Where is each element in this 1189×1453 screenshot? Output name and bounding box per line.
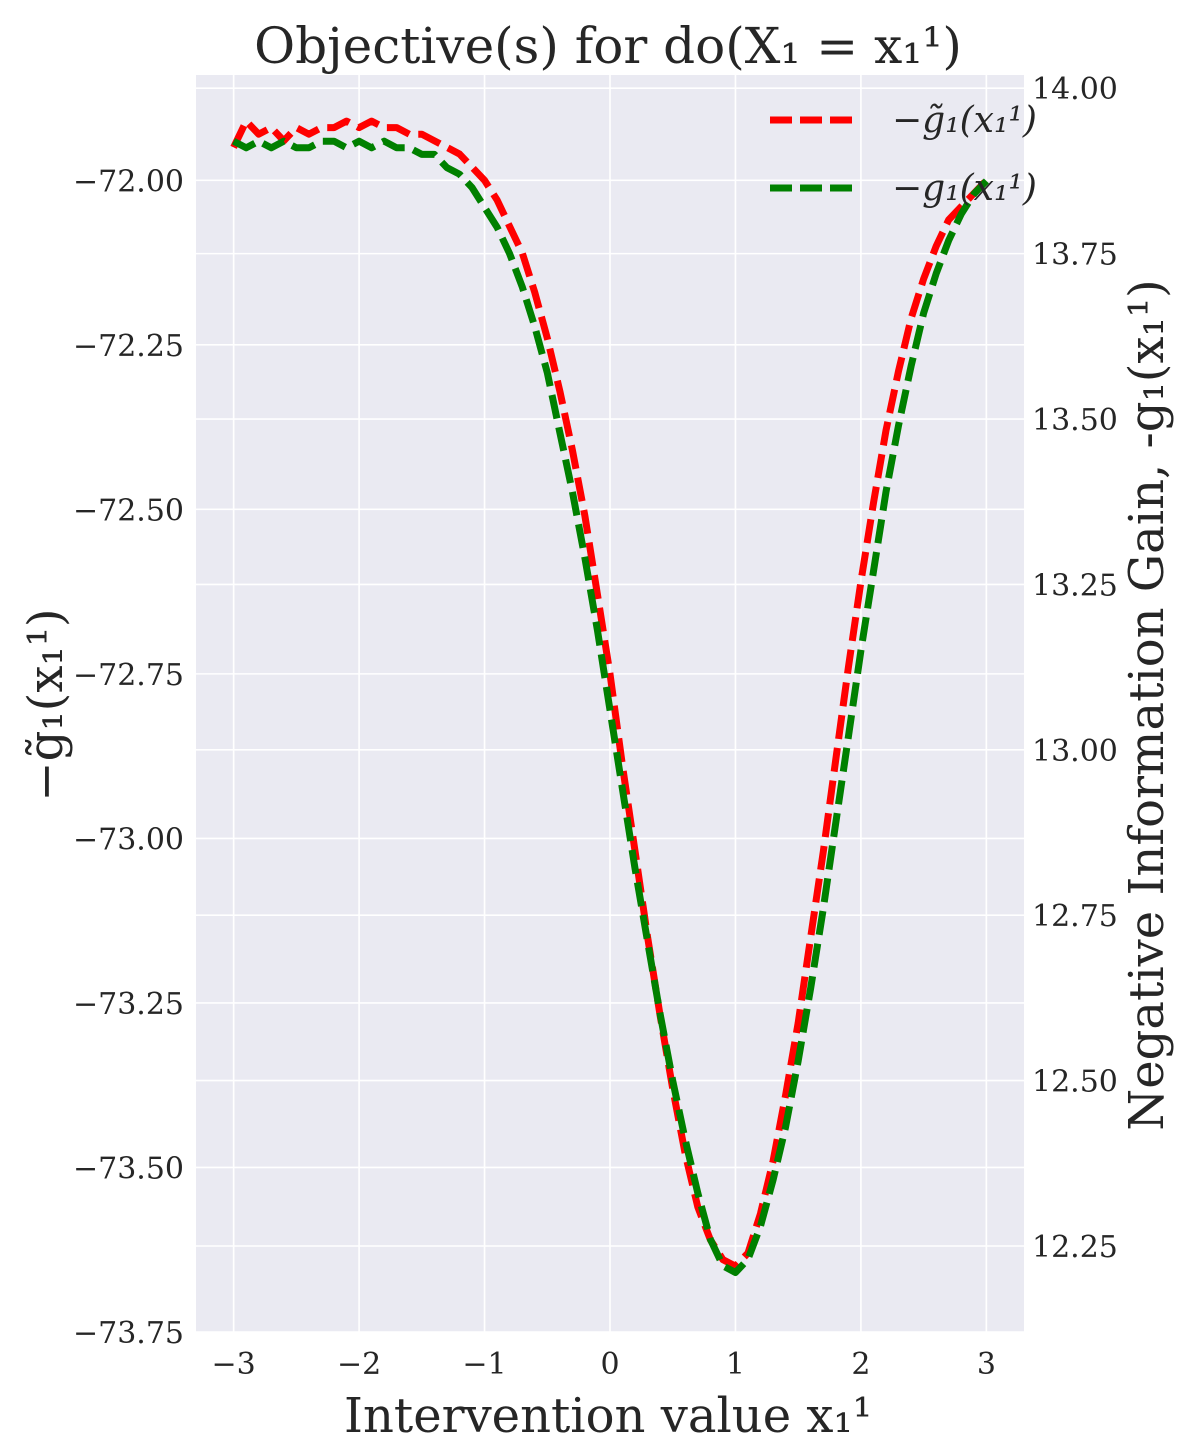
chart-title: Objective(s) for do(X₁ = x₁¹) — [254, 17, 962, 75]
legend-label-green: −g₁(x₁¹) — [892, 168, 1037, 209]
y-left-tick-label: −72.25 — [73, 329, 184, 364]
y-left-tick-label: −73.75 — [73, 1316, 184, 1351]
x-tick-label: −3 — [212, 1347, 256, 1382]
x-tick-label: 3 — [977, 1347, 996, 1382]
y-right-tick-label: 13.50 — [1032, 403, 1118, 438]
y-right-tick-label: 13.00 — [1032, 734, 1118, 769]
x-tick-label: 0 — [600, 1347, 619, 1382]
y-left-tick-label: −73.25 — [73, 987, 184, 1022]
y-right-tick-label: 14.00 — [1032, 72, 1118, 107]
x-tick-label: −1 — [462, 1347, 506, 1382]
y-right-tick-label: 13.75 — [1032, 238, 1118, 273]
y-axis-label-right: Negative Information Gain, -g₁(x₁¹) — [1119, 279, 1175, 1130]
x-axis-label: Intervention value x₁¹ — [344, 1388, 872, 1444]
legend: −g̃₁(x₁¹) −g₁(x₁¹) — [770, 100, 1037, 209]
legend-label-red: −g̃₁(x₁¹) — [892, 100, 1037, 141]
x-tick-label: 1 — [726, 1347, 745, 1382]
y-left-tick-label: −72.00 — [73, 164, 184, 199]
y-left-tick-label: −73.00 — [73, 822, 184, 857]
y-axis-label-left: −g̃₁(x₁¹) — [18, 608, 74, 801]
y-right-tick-label: 12.50 — [1032, 1065, 1118, 1100]
y-right-tick-label: 12.25 — [1032, 1230, 1118, 1265]
series-line-green — [231, 137, 989, 1276]
y-right-tick-label: 12.75 — [1032, 899, 1118, 934]
ticks-group: −3 −2 −1 0 1 2 3 −72.00 −72.25 −72.50 −72.75 −73.00… — [73, 72, 1118, 1382]
x-tick-label: −2 — [337, 1347, 381, 1382]
y-right-tick-label: 13.25 — [1032, 568, 1118, 603]
y-left-tick-label: −73.50 — [73, 1151, 184, 1186]
y-left-tick-label: −72.75 — [73, 658, 184, 693]
x-tick-label: 2 — [851, 1347, 870, 1382]
series-line-red — [230, 117, 989, 1270]
series-group — [230, 117, 989, 1276]
y-left-tick-label: −72.50 — [73, 493, 184, 528]
